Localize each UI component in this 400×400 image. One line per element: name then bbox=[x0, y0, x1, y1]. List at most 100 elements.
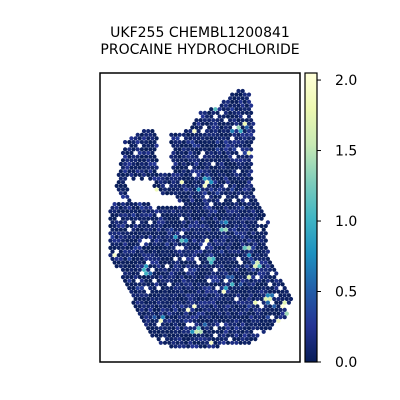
tissue-spot bbox=[225, 136, 231, 141]
tissue-spot bbox=[240, 264, 245, 269]
tissue-spot bbox=[135, 249, 140, 254]
tissue-spot bbox=[232, 256, 237, 261]
tissue-spot bbox=[215, 256, 220, 261]
tissue-spot bbox=[131, 264, 136, 269]
tissue-spot bbox=[156, 242, 161, 247]
tissue-spot bbox=[194, 242, 199, 247]
tissue-spot bbox=[108, 231, 113, 236]
tissue-spot bbox=[228, 242, 233, 247]
tissue-spot bbox=[194, 213, 199, 218]
tissue-spot bbox=[215, 205, 220, 210]
tissue-spot bbox=[204, 340, 210, 345]
tissue-spot bbox=[188, 318, 193, 323]
tissue-spot bbox=[240, 220, 245, 225]
tissue-spot bbox=[150, 333, 155, 338]
tissue-spot bbox=[215, 329, 220, 334]
tissue-spot bbox=[228, 329, 233, 334]
tissue-spot bbox=[249, 322, 254, 327]
tissue-spot bbox=[209, 158, 214, 163]
tissue-spot bbox=[196, 282, 201, 287]
tissue-spot bbox=[167, 209, 172, 214]
tissue-spot bbox=[177, 176, 182, 181]
tissue-spot bbox=[108, 216, 113, 221]
tissue-spot bbox=[225, 194, 231, 199]
tissue-spot bbox=[200, 121, 205, 126]
tissue-spot bbox=[135, 161, 140, 167]
tissue-spot bbox=[144, 169, 149, 174]
tissue-spot bbox=[223, 169, 228, 174]
tissue-spot bbox=[154, 231, 159, 236]
tissue-spot bbox=[217, 296, 222, 302]
tissue-spot bbox=[186, 329, 191, 334]
tissue-spot bbox=[259, 238, 264, 243]
tissue-spot bbox=[246, 282, 252, 287]
tissue-spot bbox=[244, 96, 249, 101]
tissue-spot bbox=[236, 264, 241, 269]
tissue-spot bbox=[204, 282, 210, 287]
tissue-spot bbox=[112, 209, 117, 214]
tissue-spot bbox=[228, 315, 233, 320]
tissue-spot bbox=[173, 278, 178, 283]
tissue-spot bbox=[200, 223, 205, 229]
tissue-spot bbox=[133, 158, 138, 163]
tissue-spot bbox=[225, 223, 231, 229]
tissue-spot bbox=[188, 238, 193, 243]
tissue-spot bbox=[225, 216, 231, 221]
tissue-spot bbox=[156, 307, 161, 312]
tissue-spot bbox=[230, 275, 235, 280]
tissue-spot bbox=[167, 311, 172, 316]
tissue-spot bbox=[192, 231, 197, 236]
tissue-spot bbox=[192, 296, 197, 302]
tissue-spot bbox=[232, 103, 237, 108]
tissue-spot bbox=[144, 249, 149, 254]
tissue-spot bbox=[120, 253, 126, 258]
tissue-spot bbox=[272, 318, 277, 323]
tissue-spot bbox=[209, 289, 214, 294]
tissue-spot bbox=[181, 300, 186, 305]
tissue-spot bbox=[175, 275, 180, 280]
tissue-spot bbox=[173, 322, 178, 327]
tissue-spot bbox=[249, 337, 254, 342]
tissue-spot bbox=[156, 234, 161, 240]
tissue-spot bbox=[215, 183, 220, 188]
tissue-spot bbox=[198, 198, 203, 203]
tissue-spot bbox=[215, 264, 220, 269]
tissue-spot bbox=[211, 337, 216, 342]
tissue-spot bbox=[190, 161, 195, 167]
tissue-spot bbox=[154, 311, 159, 316]
tissue-spot bbox=[192, 180, 197, 185]
tissue-spot bbox=[162, 260, 168, 265]
tissue-spot bbox=[173, 176, 178, 181]
tissue-spot bbox=[148, 161, 153, 167]
tissue-spot bbox=[253, 256, 258, 261]
tissue-spot bbox=[183, 311, 189, 316]
tissue-spot bbox=[217, 260, 222, 265]
tissue-spot bbox=[141, 267, 147, 272]
tissue-spot bbox=[253, 315, 258, 320]
tissue-spot bbox=[169, 256, 174, 261]
tissue-spot bbox=[215, 249, 220, 254]
tissue-spot bbox=[183, 194, 189, 199]
tissue-spot bbox=[137, 172, 142, 177]
tissue-spot bbox=[209, 231, 214, 236]
tissue-spot bbox=[169, 286, 174, 291]
tissue-spot bbox=[215, 140, 220, 145]
tissue-spot bbox=[169, 176, 174, 181]
tissue-spot bbox=[232, 147, 237, 152]
tissue-spot bbox=[175, 333, 180, 338]
tissue-spot bbox=[236, 278, 241, 283]
tissue-spot bbox=[169, 278, 174, 283]
tissue-spot bbox=[255, 260, 260, 265]
tissue-spot bbox=[192, 150, 197, 156]
tissue-spot bbox=[230, 340, 235, 345]
tissue-spot bbox=[171, 180, 176, 185]
tissue-spot bbox=[198, 307, 203, 312]
tissue-spot bbox=[190, 227, 195, 232]
tissue-spot bbox=[217, 289, 222, 294]
tissue-spot bbox=[190, 344, 195, 349]
tissue-spot bbox=[158, 180, 163, 185]
tissue-spot bbox=[125, 231, 130, 236]
tissue-spot bbox=[230, 129, 235, 134]
tissue-spot bbox=[167, 260, 172, 265]
tissue-spot bbox=[150, 245, 155, 250]
